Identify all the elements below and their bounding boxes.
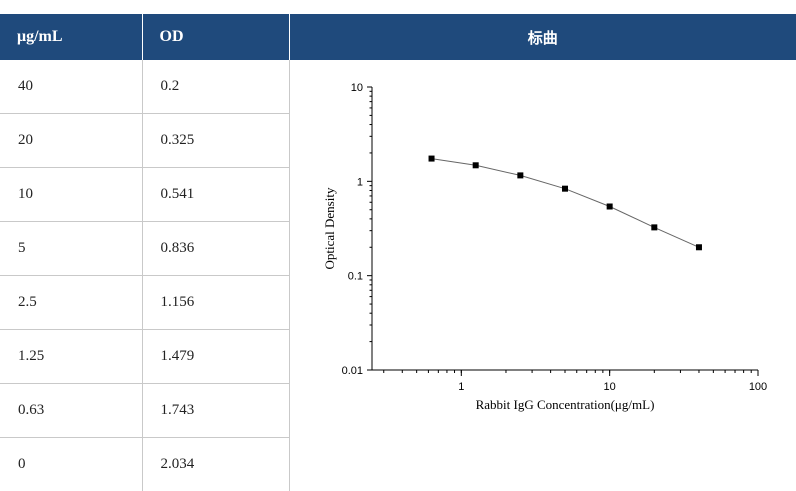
- data-point: [695, 244, 701, 250]
- od-cell: 0.2: [142, 60, 289, 114]
- concentration-cell: 20: [0, 114, 142, 168]
- concentration-cell: 1.25: [0, 330, 142, 384]
- od-cell: 0.541: [142, 168, 289, 222]
- standard-curve-header: 标曲: [289, 14, 796, 60]
- x-tick-label: 10: [603, 381, 615, 393]
- concentration-cell: 0: [0, 438, 142, 491]
- data-point: [606, 204, 612, 210]
- header-row: μg/mL OD 标曲: [0, 14, 796, 60]
- concentration-header: μg/mL: [0, 14, 142, 60]
- y-axis-label: Optical Density: [322, 187, 337, 269]
- y-tick-label: 0.1: [347, 271, 362, 283]
- od-cell: 0.836: [142, 222, 289, 276]
- concentration-cell: 10: [0, 168, 142, 222]
- concentration-cell: 5: [0, 222, 142, 276]
- concentration-cell: 40: [0, 60, 142, 114]
- y-tick-label: 0.01: [341, 365, 362, 377]
- concentration-cell: 2.5: [0, 276, 142, 330]
- data-point: [517, 172, 523, 178]
- od-cell: 0.325: [142, 114, 289, 168]
- od-header: OD: [142, 14, 289, 60]
- od-cell: 2.034: [142, 438, 289, 491]
- od-cell: 1.479: [142, 330, 289, 384]
- data-point: [562, 186, 568, 192]
- data-point: [651, 224, 657, 230]
- data-point: [472, 162, 478, 168]
- y-tick-label: 1: [356, 176, 362, 188]
- x-tick-label: 100: [748, 381, 766, 393]
- od-cell: 1.156: [142, 276, 289, 330]
- od-cell: 1.743: [142, 384, 289, 438]
- data-point: [428, 156, 434, 162]
- chart-cell: 10 1 0.1 0.01 1 10 100 Rabbit IgG Concentration…: [289, 60, 796, 491]
- concentration-cell: 0.63: [0, 384, 142, 438]
- y-tick-label: 10: [350, 82, 362, 94]
- x-axis-label: Rabbit IgG Concentration(μg/mL): [475, 397, 654, 412]
- x-tick-label: 1: [458, 381, 464, 393]
- standard-curve-chart: 10 1 0.1 0.01 1 10 100 Rabbit IgG Concentration…: [290, 60, 796, 478]
- truncated-caption-strip: [0, 0, 796, 14]
- series-line: [431, 159, 699, 248]
